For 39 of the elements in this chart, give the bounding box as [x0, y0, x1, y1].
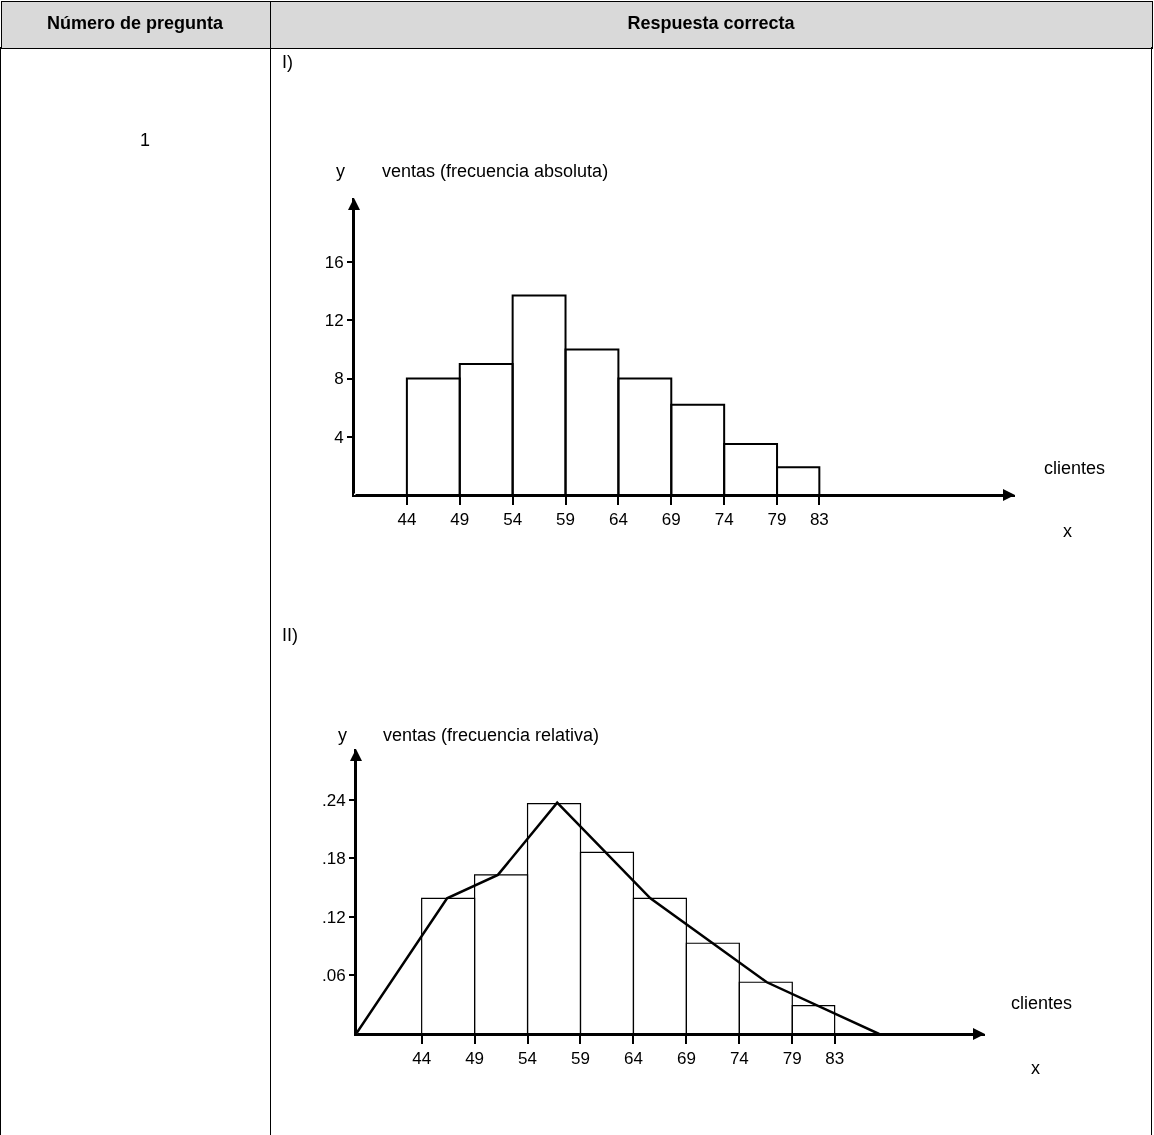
x-tick-label: 64: [608, 510, 628, 530]
y-tick-label: .12: [321, 907, 346, 927]
x-tick-label: 69: [661, 510, 681, 530]
x-tick-label: 69: [676, 1049, 696, 1069]
x-tick-label: 74: [714, 510, 734, 530]
x-tick-label: 79: [767, 510, 787, 530]
x-tick-label: 44: [397, 510, 417, 530]
x-tick-label: 54: [503, 510, 523, 530]
text: Respuesta correcta: [626, 13, 796, 34]
x-tick-label: 59: [571, 1049, 590, 1069]
y-tick-label: 12: [324, 311, 344, 331]
chart-title: ventas (frecuencia absoluta): [382, 161, 609, 181]
text: I): [282, 52, 293, 73]
text: Número de pregunta: [46, 13, 224, 34]
y-tick-label: 4: [334, 427, 344, 447]
y-tick-label: 8: [334, 369, 344, 389]
x-tick-label: 64: [623, 1049, 643, 1069]
text: x: [1063, 521, 1072, 541]
y-tick-label: .06: [321, 966, 346, 986]
text: x: [1031, 1058, 1040, 1078]
text: II): [282, 625, 298, 646]
x-axis-title: clientes: [1044, 458, 1106, 478]
chart-title: ventas (frecuencia relativa): [383, 725, 600, 745]
x-tick-label: 83: [825, 1049, 845, 1069]
y-tick-label: .24: [321, 790, 346, 810]
x-tick-label: 74: [729, 1049, 749, 1069]
x-tick-label: 83: [809, 510, 829, 530]
y-tick-label: .18: [321, 849, 346, 869]
y-axis-title: y: [336, 161, 345, 181]
x-tick-label: 79: [782, 1049, 802, 1069]
x-tick-label: 59: [556, 510, 575, 530]
x-tick-label: 54: [518, 1049, 538, 1069]
y-tick-label: 16: [324, 253, 344, 273]
y-axis-title: y: [338, 725, 347, 745]
x-axis-title: clientes: [1011, 993, 1073, 1013]
x-tick-label: 49: [450, 510, 470, 530]
text: 1: [140, 130, 151, 151]
x-tick-label: 44: [412, 1049, 432, 1069]
x-tick-label: 49: [465, 1049, 485, 1069]
